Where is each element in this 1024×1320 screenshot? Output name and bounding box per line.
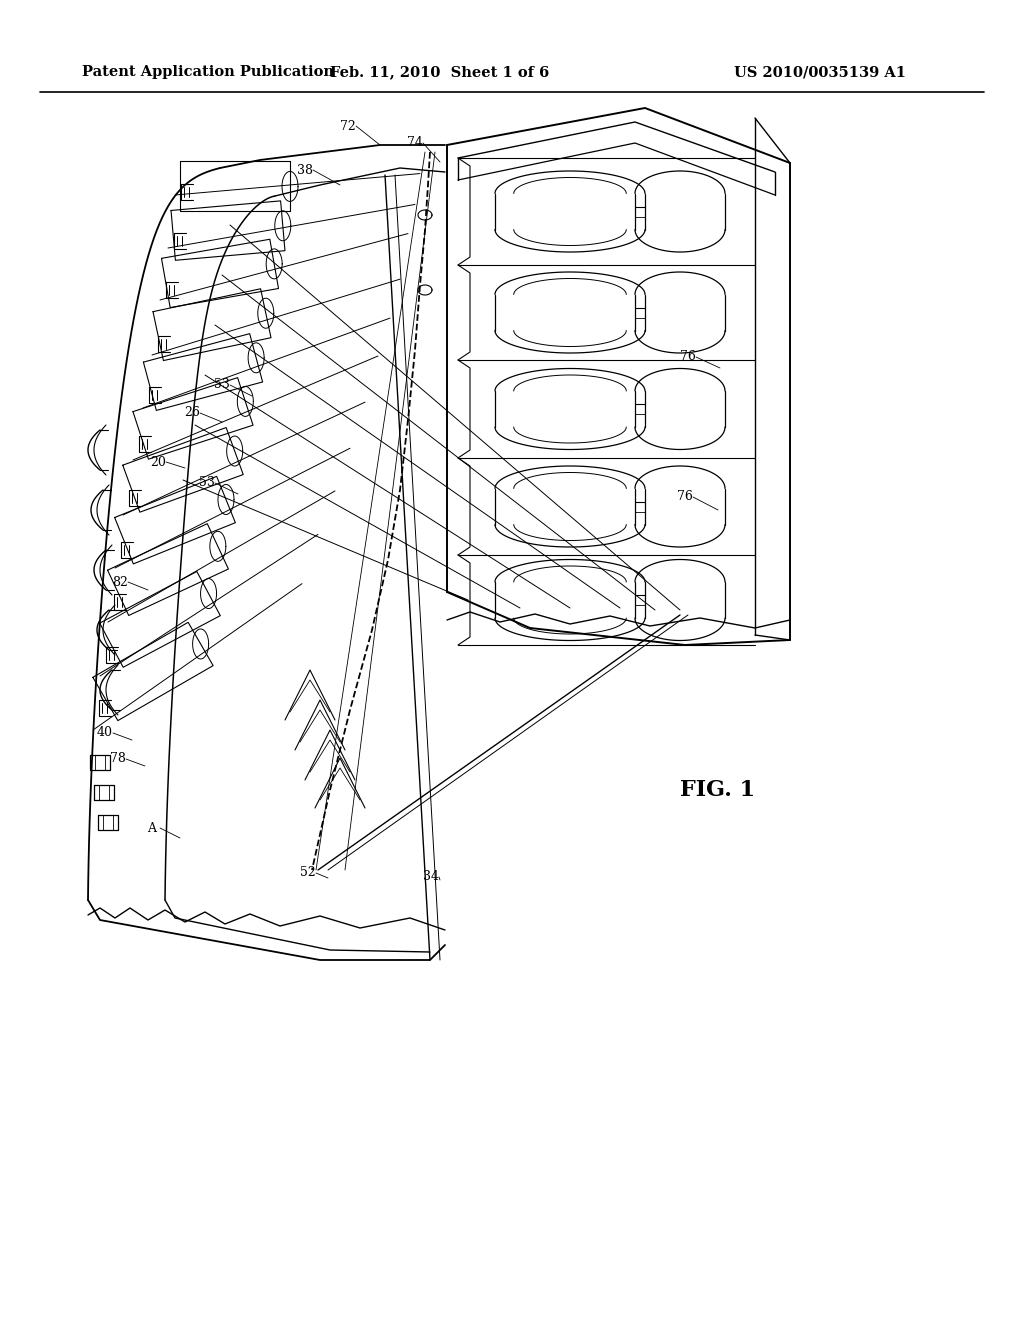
Text: 53: 53: [214, 379, 230, 392]
Text: Patent Application Publication: Patent Application Publication: [82, 65, 334, 79]
Text: 26: 26: [184, 407, 200, 420]
Text: 53: 53: [199, 477, 215, 490]
Text: 76: 76: [677, 491, 693, 503]
Text: FIG. 1: FIG. 1: [680, 779, 755, 801]
Text: 20: 20: [151, 455, 166, 469]
Text: 82: 82: [112, 576, 128, 589]
Text: 38: 38: [297, 164, 313, 177]
Text: 78: 78: [110, 752, 126, 766]
Text: US 2010/0035139 A1: US 2010/0035139 A1: [734, 65, 906, 79]
Text: 40: 40: [97, 726, 113, 739]
Text: A: A: [147, 821, 157, 834]
Text: Feb. 11, 2010  Sheet 1 of 6: Feb. 11, 2010 Sheet 1 of 6: [331, 65, 550, 79]
Text: 52: 52: [300, 866, 315, 879]
Text: 72: 72: [340, 120, 356, 132]
Text: 74: 74: [408, 136, 423, 149]
Text: 76: 76: [680, 351, 696, 363]
Text: 34: 34: [423, 870, 439, 883]
